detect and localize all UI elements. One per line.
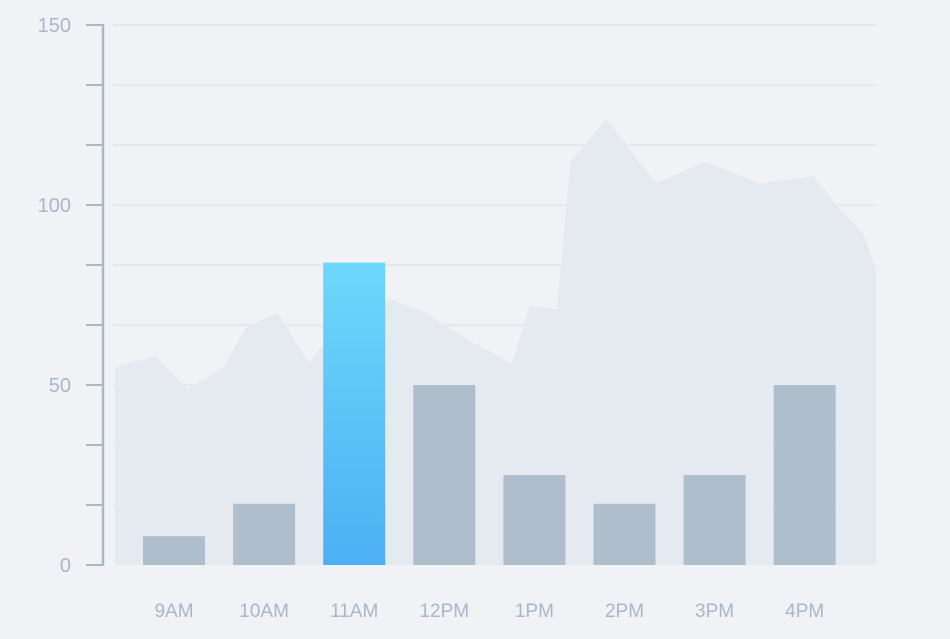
bar[interactable]: [233, 503, 296, 565]
bar-highlighted[interactable]: [323, 262, 386, 565]
y-tick-label: 150: [38, 15, 71, 37]
x-tick-label: 3PM: [695, 601, 734, 622]
bar[interactable]: [143, 536, 205, 565]
x-axis-labels: 9AM 10AM 11AM 12PM 1PM 2PM 3PM 4PM: [154, 601, 824, 622]
bar[interactable]: [593, 503, 656, 565]
bar[interactable]: [503, 475, 566, 565]
background-area: [115, 118, 876, 565]
bar[interactable]: [773, 385, 836, 565]
y-tick-label: 100: [38, 195, 71, 217]
x-tick-label: 1PM: [515, 601, 554, 622]
x-tick-label: 2PM: [605, 601, 644, 622]
bars: [143, 262, 836, 565]
bar[interactable]: [413, 385, 476, 565]
area-series: [115, 118, 876, 565]
x-tick-label: 9AM: [154, 601, 193, 622]
x-tick-label: 4PM: [785, 601, 824, 622]
bar[interactable]: [683, 475, 746, 565]
x-tick-label: 12PM: [419, 601, 469, 622]
x-tick-label: 10AM: [239, 601, 289, 622]
x-tick-label: 11AM: [330, 601, 378, 622]
y-tick-label: 0: [60, 555, 71, 577]
y-tick-label: 50: [49, 375, 71, 397]
y-axis: 0 50 100 150: [38, 15, 105, 577]
